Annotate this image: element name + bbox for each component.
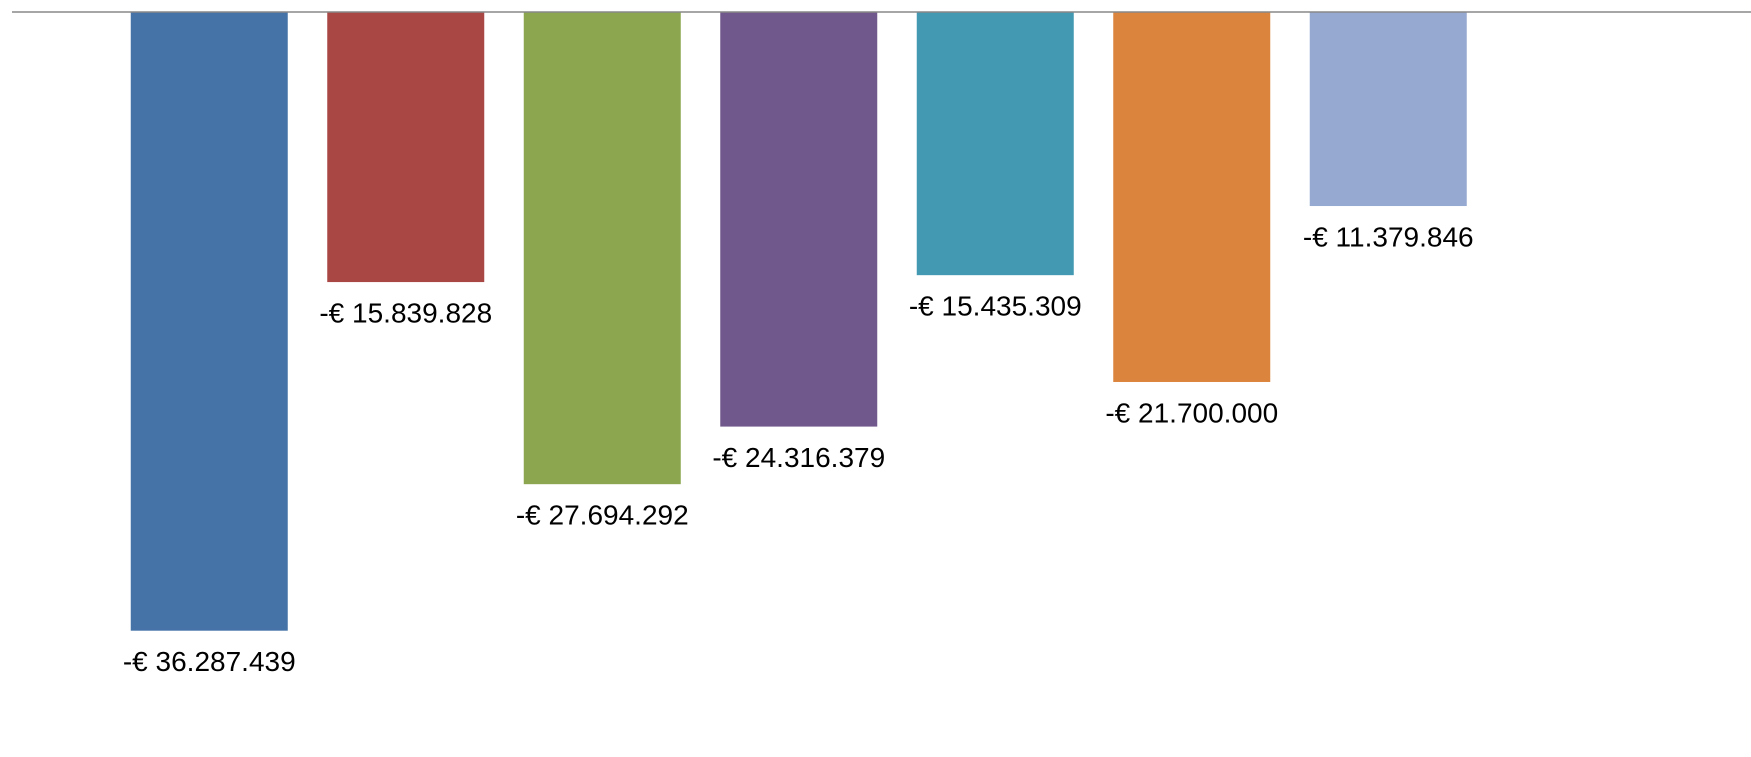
value-label: -€ 27.694.292 [516, 500, 689, 531]
bar [1309, 12, 1467, 207]
value-label: -€ 15.839.828 [319, 297, 492, 328]
value-label: -€ 15.435.309 [909, 291, 1082, 322]
value-label: -€ 11.379.846 [1303, 221, 1474, 252]
bar [523, 12, 681, 485]
bar [720, 12, 878, 427]
value-label: -€ 24.316.379 [712, 442, 885, 473]
value-label: -€ 36.287.439 [123, 646, 296, 677]
bar [916, 12, 1074, 276]
bar [327, 12, 485, 283]
value-label: -€ 21.700.000 [1105, 397, 1278, 428]
bar [1113, 12, 1271, 382]
bar [130, 12, 288, 631]
